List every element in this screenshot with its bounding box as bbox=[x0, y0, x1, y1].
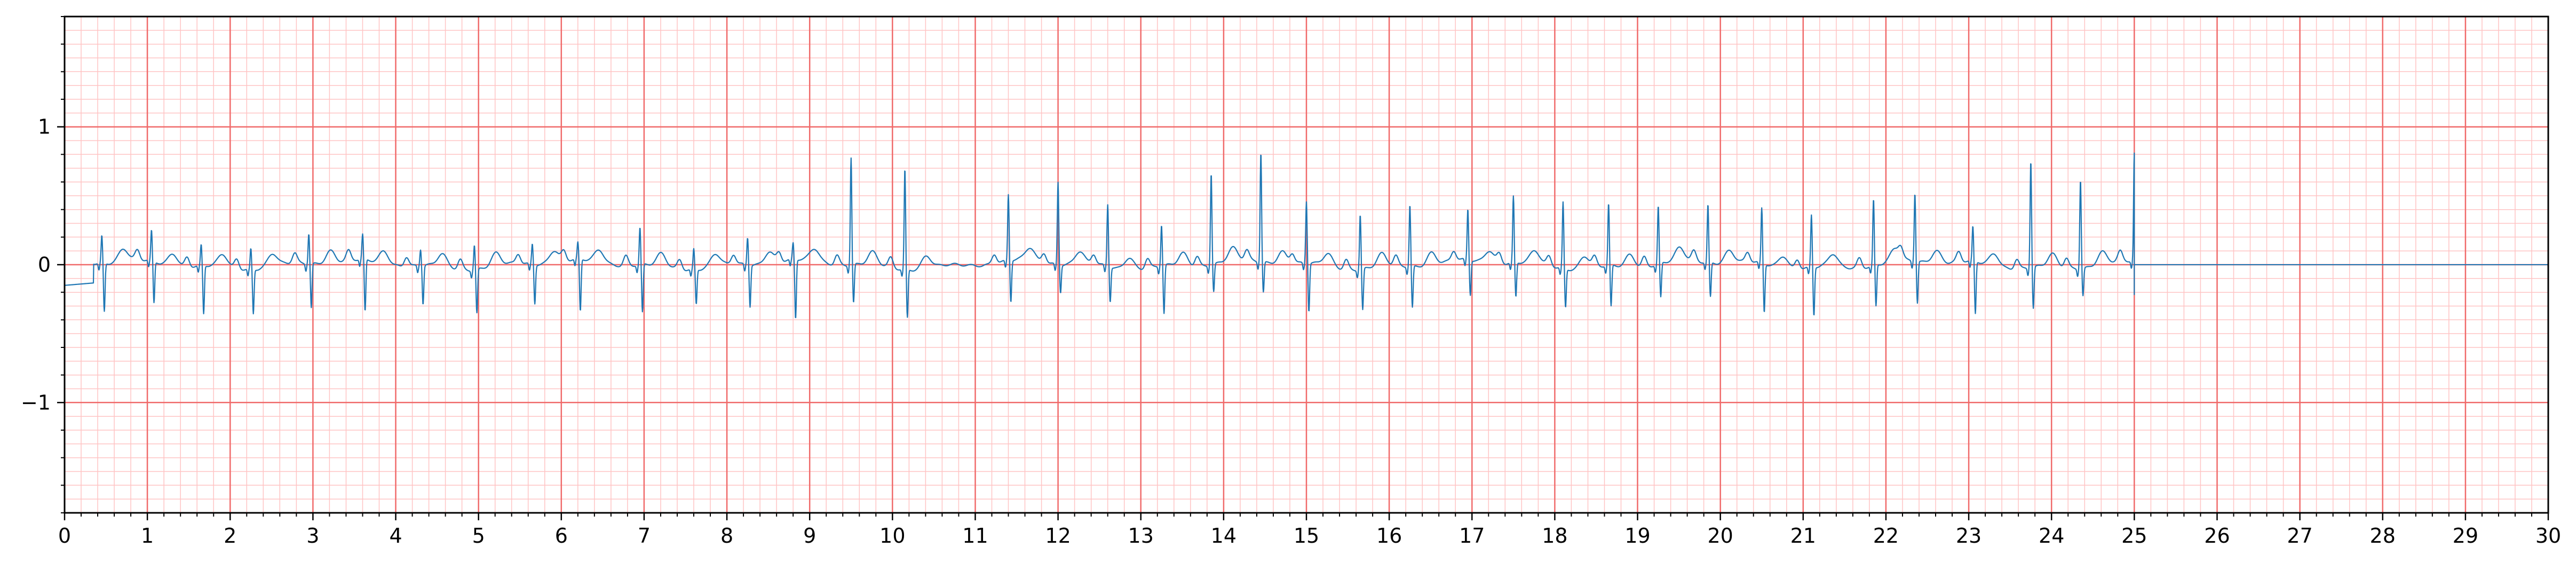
x-tick-label: 29 bbox=[2453, 524, 2478, 548]
x-tick-label: 11 bbox=[962, 524, 988, 548]
x-tick-label: 14 bbox=[1211, 524, 1237, 548]
x-tick-label: 26 bbox=[2204, 524, 2230, 548]
x-axis: 0 1 2 3 4 5 6 7 8 9 10 11 12 13 14 15 16 17 18 19 20 21 22 23 24… bbox=[58, 513, 2561, 548]
x-tick-label: 13 bbox=[1128, 524, 1154, 548]
x-tick-label: 9 bbox=[803, 524, 816, 548]
x-tick-label: 27 bbox=[2287, 524, 2312, 548]
x-tick-label: 5 bbox=[472, 524, 485, 548]
x-tick-label: 25 bbox=[2121, 524, 2147, 548]
x-tick-label: 10 bbox=[879, 524, 905, 548]
x-tick-label: 18 bbox=[1542, 524, 1567, 548]
x-tick-label: 15 bbox=[1294, 524, 1319, 548]
x-tick-label: 8 bbox=[720, 524, 733, 548]
x-tick-label: 19 bbox=[1624, 524, 1650, 548]
x-tick-label: 16 bbox=[1376, 524, 1402, 548]
x-tick-label: 24 bbox=[2039, 524, 2064, 548]
x-tick-label: 21 bbox=[1790, 524, 1816, 548]
x-tick-label: 28 bbox=[2370, 524, 2396, 548]
x-tick-label: 4 bbox=[389, 524, 402, 548]
x-tick-label: 20 bbox=[1707, 524, 1733, 548]
x-tick-label: 17 bbox=[1459, 524, 1485, 548]
x-tick-label: 22 bbox=[1873, 524, 1899, 548]
y-axis: 1 0 −1 bbox=[21, 16, 65, 513]
x-tick-label: 6 bbox=[555, 524, 568, 548]
x-tick-label: 30 bbox=[2535, 524, 2561, 548]
y-tick-label: 0 bbox=[38, 253, 51, 276]
x-tick-label: 0 bbox=[58, 524, 71, 548]
x-tick-label: 7 bbox=[638, 524, 651, 548]
ecg-signal-line bbox=[64, 152, 2135, 319]
x-tick-label: 23 bbox=[1956, 524, 1981, 548]
x-tick-label: 2 bbox=[224, 524, 236, 548]
x-tick-label: 12 bbox=[1045, 524, 1071, 548]
x-tick-label: 3 bbox=[306, 524, 319, 548]
x-tick-label: 1 bbox=[141, 524, 154, 548]
y-tick-label: 1 bbox=[38, 115, 51, 139]
y-tick-label: −1 bbox=[21, 391, 51, 414]
